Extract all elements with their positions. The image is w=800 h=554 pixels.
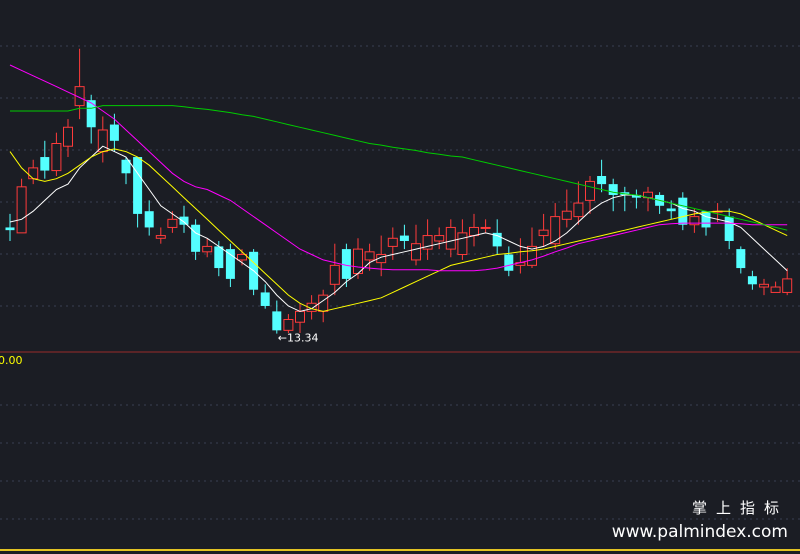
candle-body-up: [16, 186, 27, 234]
candle-body-down: [40, 157, 50, 171]
candle-body-up: [480, 226, 491, 229]
candle-body-up: [585, 180, 595, 201]
candle-body-up: [538, 229, 549, 237]
candle-body-down: [678, 197, 688, 225]
candle-body-up: [422, 235, 433, 250]
candle-body-up: [573, 202, 584, 218]
candle-body-down: [666, 208, 676, 212]
candle-body-up: [527, 245, 537, 266]
candle-body-down: [86, 100, 96, 128]
candle-body-down: [121, 159, 131, 174]
candle-body-down: [701, 211, 711, 228]
candle-body-up: [376, 254, 387, 264]
candle-body-up: [353, 248, 363, 274]
candle-body-up: [759, 283, 769, 288]
candle-body-up: [770, 286, 781, 293]
candle-body-down: [504, 254, 514, 271]
candle-body-up: [364, 251, 375, 261]
candle-body-up: [457, 232, 468, 256]
candle-body-up: [387, 237, 398, 247]
candle-body-up: [445, 226, 456, 250]
candle-body-down: [272, 311, 282, 331]
candle-body-up: [329, 264, 340, 285]
candle-body-down: [399, 235, 409, 241]
indicator-label: 0.00: [0, 354, 23, 367]
candle-body-up: [202, 245, 213, 253]
candle-body-up: [469, 226, 479, 237]
candle-body-up: [97, 129, 108, 153]
candle-body-down: [597, 176, 607, 185]
candle-body-up: [434, 235, 445, 242]
candle-body-down: [133, 157, 143, 214]
ma-line: [9, 64, 788, 272]
candle-body-down: [341, 249, 351, 279]
candle-body-down: [631, 194, 641, 198]
candle-body-up: [411, 243, 421, 261]
candle-body-up: [295, 310, 305, 323]
candle-body-up: [167, 218, 178, 228]
candle-body-down: [608, 184, 618, 195]
candle-body-down: [492, 232, 502, 247]
candle-body-down: [179, 216, 189, 225]
ma-line: [10, 105, 788, 231]
watermark-url: www.palmindex.com: [611, 522, 788, 542]
candle-body-up: [28, 167, 39, 180]
candle-body-up: [155, 235, 166, 239]
ma-line: [9, 148, 788, 312]
candle-body-down: [260, 292, 270, 306]
candle-body-down: [191, 224, 201, 252]
candle-body-up: [550, 216, 561, 245]
candle-body-up: [63, 126, 73, 147]
candle-body-down: [747, 276, 757, 285]
candle-body-up: [283, 319, 294, 331]
candle-body-down: [5, 227, 15, 231]
candle-body-up: [306, 302, 317, 312]
candle-body-up: [782, 278, 793, 293]
candle-body-up: [74, 86, 85, 107]
candle-body-down: [144, 211, 154, 228]
watermark-title: 掌上指标: [691, 499, 788, 517]
low-annotation: ←13.34: [278, 332, 319, 345]
candle-body-up: [237, 254, 247, 261]
candle-body-down: [736, 249, 746, 269]
candle-body-down: [724, 216, 734, 241]
candle-body-up: [689, 216, 700, 226]
watermark: 掌上指标 www.palmindex.com: [548, 497, 788, 542]
candle-body-down: [214, 246, 224, 269]
candle-body-down: [109, 124, 119, 141]
candle-body-up: [561, 210, 572, 220]
candle-body-up: [51, 143, 62, 172]
candle-body-down: [225, 249, 235, 279]
